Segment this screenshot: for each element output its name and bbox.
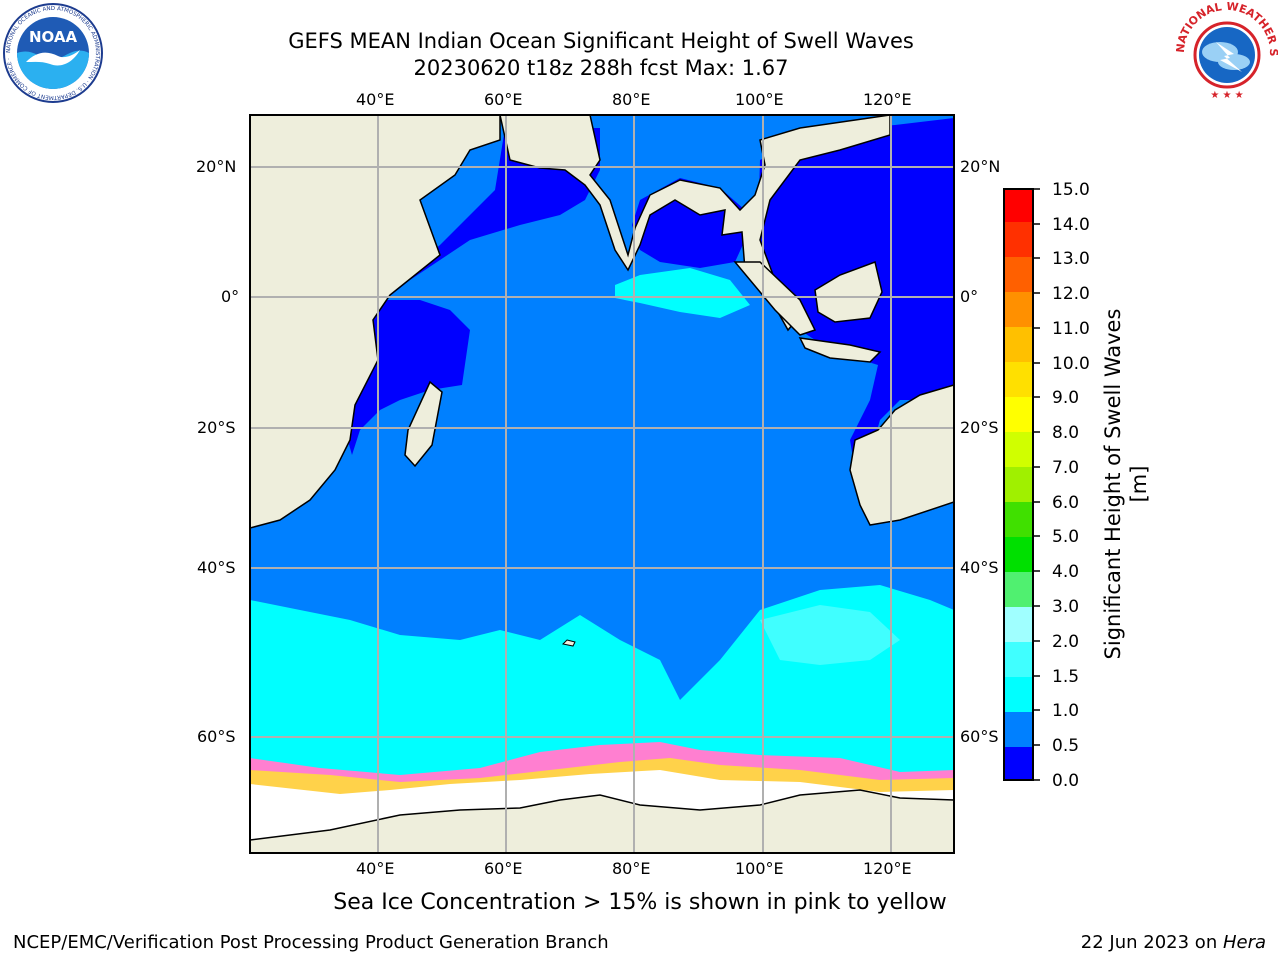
graticule (250, 115, 954, 853)
lat-label-0-right: 0° (960, 287, 979, 306)
madagascar-landmass (404, 380, 443, 468)
colorbar-tick: 0.5 (1052, 736, 1080, 756)
colorbar-tick: 4.0 (1052, 562, 1080, 582)
colorbar-tick: 7.0 (1052, 458, 1080, 478)
colorbar (1003, 188, 1040, 781)
colorbar-tick: 6.0 (1052, 493, 1080, 513)
lon-label-80e-bottom: 80°E (612, 859, 651, 878)
moderate-swell-region (760, 605, 900, 665)
sea-ice-caption: Sea Ice Concentration > 15% is shown in … (333, 890, 947, 915)
lat-label-40s-right: 40°S (960, 558, 999, 577)
lat-label-20s-right: 20°S (960, 418, 999, 437)
lat-label-20s-left: 20°S (197, 418, 236, 437)
footer-date: 22 Jun 2023 on Hera (1081, 932, 1266, 953)
lat-label-40s-left: 40°S (197, 558, 236, 577)
moderate-swell-region (615, 268, 750, 318)
colorbar-tick: 13.0 (1052, 249, 1090, 269)
africa-arabia-landmass (250, 115, 501, 529)
svg-text:★ ★ ★: ★ ★ ★ (1210, 90, 1243, 101)
lat-label-60s-left: 60°S (197, 727, 236, 746)
svg-text:NOAA: NOAA (29, 28, 78, 46)
colorbar-tick: 8.0 (1052, 423, 1080, 443)
colorbar-tick: 11.0 (1052, 319, 1090, 339)
colorbar-tick: 5.0 (1052, 527, 1080, 547)
lat-label-0-left: 0° (221, 287, 240, 306)
map-frame (249, 114, 955, 854)
colorbar-tick: 2.0 (1052, 632, 1080, 652)
footer-host: Hera (1222, 932, 1266, 953)
south-asia-landmass (499, 115, 891, 332)
lon-label-60e-top: 60°E (484, 90, 523, 109)
colorbar-tick: 14.0 (1052, 215, 1090, 235)
colorbar-tick: 1.0 (1052, 701, 1080, 721)
footer-date-text: 22 Jun 2023 on (1080, 932, 1223, 953)
lon-label-120e-top: 120°E (863, 90, 912, 109)
lon-label-100e-top: 100°E (735, 90, 784, 109)
colorbar-tick: 10.0 (1052, 354, 1090, 374)
map-subtitle: 20230620 t18z 288h fcst Max: 1.67 (413, 56, 789, 80)
lon-label-40e-top: 40°E (356, 90, 395, 109)
colorbar-tick: 15.0 (1052, 180, 1090, 200)
antarctica-landmass (250, 789, 954, 853)
lat-label-60s-right: 60°S (960, 727, 999, 746)
colorbar-tick: 0.0 (1052, 771, 1080, 791)
java-landmass (798, 337, 882, 363)
low-swell-region (345, 128, 600, 395)
colorbar-tick: 3.0 (1052, 597, 1080, 617)
lon-label-120e-bottom: 120°E (863, 859, 912, 878)
australia-landmass (849, 384, 954, 526)
map-title: GEFS MEAN Indian Ocean Significant Heigh… (288, 29, 914, 53)
lat-label-20n-left: 20°N (196, 157, 237, 176)
footer-credit: NCEP/EMC/Verification Post Processing Pr… (13, 932, 609, 953)
colorbar-tick: 1.5 (1052, 667, 1080, 687)
noaa-logo: NATIONAL OCEANIC AND ATMOSPHERIC ADMINIS… (3, 3, 103, 103)
lon-label-80e-top: 80°E (612, 90, 651, 109)
colorbar-tick: 12.0 (1052, 284, 1090, 304)
borneo-landmass (814, 261, 883, 323)
lat-label-20n-right: 20°N (960, 157, 1001, 176)
sumatra-landmass (733, 261, 817, 336)
low-swell-region (345, 300, 470, 455)
lon-label-60e-bottom: 60°E (484, 859, 523, 878)
colorbar-title: Significant Height of Swell Waves [m] (1101, 308, 1151, 660)
lon-label-40e-bottom: 40°E (356, 859, 395, 878)
lon-label-100e-bottom: 100°E (735, 859, 784, 878)
colorbar-tick: 9.0 (1052, 388, 1080, 408)
nws-logo: NATIONAL WEATHER SERVICE ★ ★ ★ (1176, 2, 1278, 102)
